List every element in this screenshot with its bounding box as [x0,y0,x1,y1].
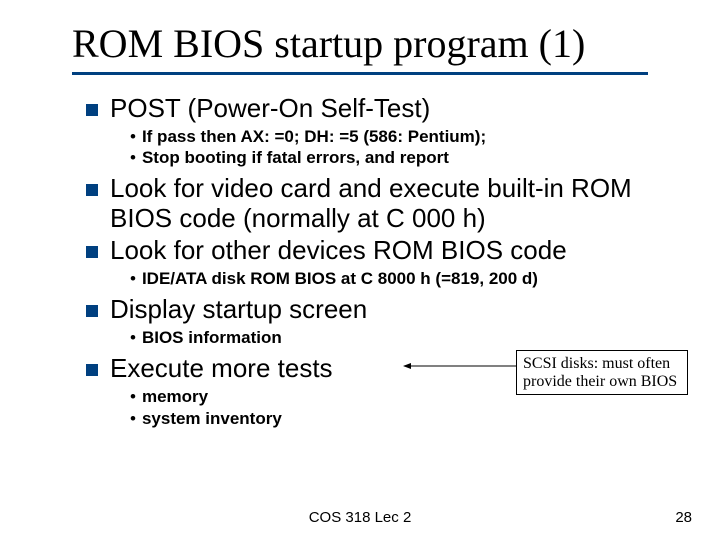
sub-text: system inventory [142,408,282,429]
bullet-square-icon [86,364,98,376]
bullet-text: Execute more tests [110,354,333,384]
sub-item: • IDE/ATA disk ROM BIOS at C 8000 h (=81… [130,268,666,289]
sub-item: • system inventory [130,408,666,429]
sub-text: Stop booting if fatal errors, and report [142,147,449,168]
bullet-text: POST (Power-On Self-Test) [110,94,430,124]
bullet-text: Display startup screen [110,295,367,325]
title-underline [72,72,648,75]
sub-bullet-icon: • [130,386,136,407]
sub-text: memory [142,386,208,407]
sub-list: • If pass then AX: =0; DH: =5 (586: Pent… [130,126,666,169]
sub-bullet-icon: • [130,268,136,289]
callout-box: SCSI disks: must often provide their own… [516,350,688,395]
bullet-item: Look for video card and execute built-in… [86,174,666,234]
bullet-square-icon [86,184,98,196]
sub-text: If pass then AX: =0; DH: =5 (586: Pentiu… [142,126,486,147]
sub-bullet-icon: • [130,327,136,348]
footer-center: COS 318 Lec 2 [0,509,720,526]
sub-bullet-icon: • [130,147,136,168]
sub-item: • BIOS information [130,327,666,348]
bullet-text: Look for other devices ROM BIOS code [110,236,567,266]
sub-list: • IDE/ATA disk ROM BIOS at C 8000 h (=81… [130,268,666,289]
bullet-square-icon [86,246,98,258]
sub-text: BIOS information [142,327,282,348]
bullet-item: Look for other devices ROM BIOS code [86,236,666,266]
bullet-square-icon [86,104,98,116]
bullet-item: POST (Power-On Self-Test) [86,94,666,124]
sub-text: IDE/ATA disk ROM BIOS at C 8000 h (=819,… [142,268,538,289]
sub-bullet-icon: • [130,408,136,429]
sub-bullet-icon: • [130,126,136,147]
slide-title: ROM BIOS startup program (1) [72,20,585,67]
bullet-text: Look for video card and execute built-in… [110,174,666,234]
sub-item: • Stop booting if fatal errors, and repo… [130,147,666,168]
sub-list: • BIOS information [130,327,666,348]
sub-item: • If pass then AX: =0; DH: =5 (586: Pent… [130,126,666,147]
footer-page-number: 28 [675,509,692,526]
callout-text: SCSI disks: must often provide their own… [523,355,677,390]
bullet-item: Display startup screen [86,295,666,325]
bullet-square-icon [86,305,98,317]
